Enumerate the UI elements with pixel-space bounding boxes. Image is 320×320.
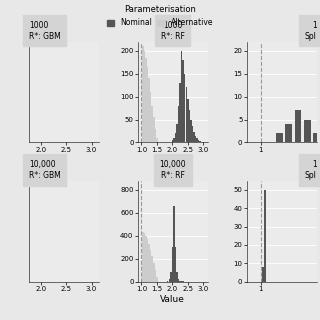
- Bar: [155, 129, 156, 142]
- Bar: [181, 51, 182, 142]
- Bar: [176, 124, 178, 142]
- Bar: [170, 272, 172, 282]
- Bar: [182, 60, 184, 142]
- Bar: [188, 110, 190, 142]
- Bar: [150, 92, 151, 142]
- Bar: [172, 247, 173, 282]
- Bar: [198, 140, 199, 142]
- Bar: [175, 133, 176, 142]
- Bar: [178, 279, 179, 282]
- Bar: [195, 136, 196, 142]
- Bar: [199, 141, 201, 142]
- Bar: [179, 83, 181, 142]
- Bar: [148, 244, 150, 282]
- Bar: [190, 120, 192, 142]
- Title: 10,000
R*: RF: 10,000 R*: RF: [159, 160, 186, 180]
- Bar: [173, 206, 175, 282]
- Bar: [153, 117, 155, 142]
- Bar: [169, 279, 170, 282]
- Bar: [147, 67, 148, 142]
- Bar: [192, 126, 193, 142]
- Bar: [145, 58, 147, 142]
- Bar: [148, 78, 150, 142]
- Bar: [151, 106, 153, 142]
- Bar: [172, 140, 173, 142]
- Bar: [193, 132, 195, 142]
- Bar: [179, 281, 181, 282]
- Bar: [184, 74, 186, 142]
- Bar: [144, 51, 145, 142]
- Bar: [196, 138, 198, 142]
- Bar: [264, 190, 266, 282]
- Bar: [144, 234, 145, 282]
- Bar: [153, 263, 155, 282]
- Bar: [142, 232, 144, 282]
- Bar: [173, 138, 175, 142]
- Text: 1
Spl: 1 Spl: [305, 21, 317, 41]
- Bar: [142, 46, 144, 142]
- Bar: [155, 270, 156, 282]
- Bar: [178, 106, 179, 142]
- Bar: [176, 272, 178, 282]
- Text: 1
Spl: 1 Spl: [305, 160, 317, 180]
- Bar: [156, 138, 157, 142]
- X-axis label: Value: Value: [160, 294, 185, 304]
- Bar: [276, 133, 283, 142]
- Bar: [147, 239, 148, 282]
- Bar: [167, 281, 168, 282]
- Bar: [151, 256, 153, 282]
- Bar: [156, 277, 157, 282]
- Bar: [262, 267, 264, 282]
- Bar: [285, 124, 292, 142]
- Bar: [295, 110, 301, 142]
- Bar: [187, 99, 188, 142]
- Text: 10,000
R*: GBM: 10,000 R*: GBM: [29, 160, 60, 180]
- Bar: [175, 247, 176, 282]
- Bar: [150, 250, 151, 282]
- Title: 1000
R*: RF: 1000 R*: RF: [161, 21, 185, 41]
- Legend: Nominal, Alternative: Nominal, Alternative: [107, 5, 213, 27]
- Text: 1000
R*: GBM: 1000 R*: GBM: [29, 21, 60, 41]
- Bar: [145, 236, 147, 282]
- Bar: [314, 133, 320, 142]
- Bar: [186, 87, 187, 142]
- Bar: [304, 120, 311, 142]
